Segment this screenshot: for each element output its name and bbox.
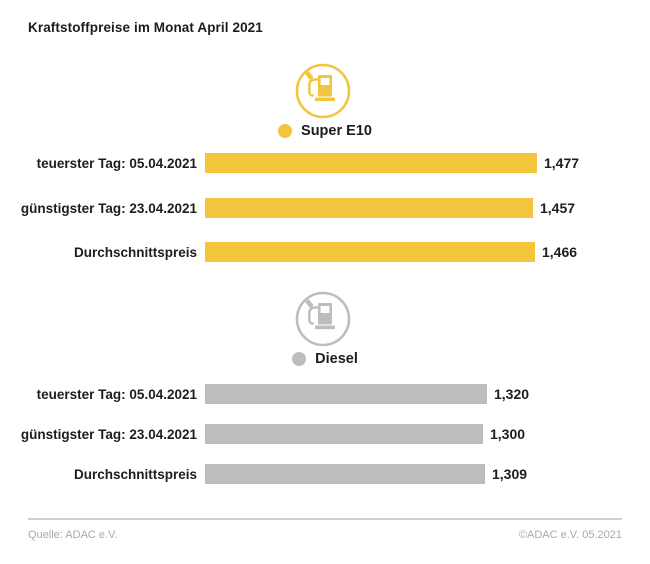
bar-diesel-durchschnittspreis (205, 464, 485, 484)
legend-dot-diesel (292, 352, 307, 366)
bar-label: teuerster Tag: 05.04.2021 (36, 386, 197, 402)
bar-value: 1,457 (540, 200, 576, 216)
fuel-pump-icon-svg (295, 63, 351, 119)
fuel-pump-icon (295, 63, 351, 119)
bar-value: 1,309 (492, 466, 528, 482)
legend-super-e10: Super E10 (0, 123, 650, 139)
bar-label: Durchschnittspreis (73, 466, 197, 482)
bar-row-super-durchschnittspreis: Durchschnittspreis 1,466 (0, 242, 650, 262)
bar-row-diesel-guenstigster-tag: günstigster Tag: 23.04.2021 1,300 (0, 424, 650, 444)
page-title: Kraftstoffpreise im Monat April 2021 (28, 20, 263, 35)
legend-label-super-e10: Super E10 (301, 123, 372, 139)
source-note: Quelle: ADAC e.V. (28, 529, 118, 541)
legend-diesel: Diesel (0, 351, 650, 367)
bar-value: 1,477 (544, 155, 580, 171)
fuel-pump-icon-svg (295, 291, 351, 347)
bar-label: teuerster Tag: 05.04.2021 (36, 155, 197, 171)
bar-row-super-guenstigster-tag: günstigster Tag: 23.04.2021 1,457 (0, 198, 650, 218)
bar-label: günstigster Tag: 23.04.2021 (20, 426, 197, 442)
bar-super-teuerster-tag (205, 153, 537, 173)
bar-super-guenstigster-tag (205, 198, 533, 218)
bar-label: günstigster Tag: 23.04.2021 (20, 200, 197, 216)
copyright-note: ©ADAC e.V. 05.2021 (518, 529, 622, 541)
bar-diesel-guenstigster-tag (205, 424, 483, 444)
bar-diesel-teuerster-tag (205, 384, 487, 404)
legend-dot-super-e10 (278, 124, 293, 138)
bar-value: 1,320 (494, 386, 530, 402)
bar-super-durchschnittspreis (205, 242, 535, 262)
bar-row-diesel-durchschnittspreis: Durchschnittspreis 1,309 (0, 464, 650, 484)
footer-divider (28, 518, 622, 520)
bar-value: 1,466 (542, 244, 578, 260)
bar-label: Durchschnittspreis (73, 244, 197, 260)
bar-row-super-teuerster-tag: teuerster Tag: 05.04.2021 1,477 (0, 153, 650, 173)
fuel-pump-icon (295, 291, 351, 347)
bar-value: 1,300 (490, 426, 526, 442)
legend-label-diesel: Diesel (315, 351, 358, 367)
bar-row-diesel-teuerster-tag: teuerster Tag: 05.04.2021 1,320 (0, 384, 650, 404)
